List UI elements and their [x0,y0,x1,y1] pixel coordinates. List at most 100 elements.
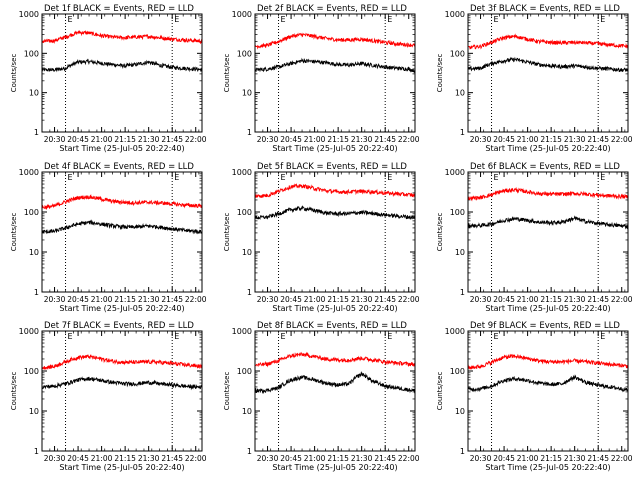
x-tick-label: 21:15 [114,295,136,304]
x-tick-label: 21:30 [138,135,160,144]
x-tick-label: 21:00 [517,135,539,144]
panel-title: Det 1f BLACK = Events, RED = LLD [44,4,194,14]
x-tick-label: 20:30 [257,135,279,144]
y-tick-label: 10 [455,89,465,98]
panel-det-3: Det 3f BLACK = Events, RED = LLD Counts/s… [436,4,633,153]
y-axis-label: Counts/sec [10,372,18,411]
x-tick-label: 21:15 [327,454,349,463]
plot-frame [254,330,416,452]
panel-title: Det 2f BLACK = Events, RED = LLD [257,4,407,14]
x-tick-label: 21:45 [161,135,183,144]
x-tick-label: 22:00 [398,295,420,304]
event-marker-label: E [174,332,179,341]
plot-frame [41,13,203,133]
x-tick-label: 22:00 [185,454,207,463]
series-line-lld [41,354,203,370]
series-line-events [467,56,629,73]
x-tick-label: 20:30 [470,135,492,144]
x-axis-label: Start Time (25-Jul-05 20:22:40) [272,304,397,313]
event-marker-label: E [600,332,605,341]
x-tick-label: 22:00 [185,135,207,144]
x-axis-label: Start Time (25-Jul-05 20:22:40) [272,463,397,472]
y-tick-label: 100 [450,208,465,217]
y-tick-label: 1 [460,128,465,137]
x-tick-label: 20:30 [470,454,492,463]
x-tick-label: 21:30 [351,135,373,144]
y-tick-label: 100 [450,367,465,376]
y-axis-label: Counts/sec [436,54,444,93]
y-tick-label: 1000 [445,327,465,336]
x-axis-label: Start Time (25-Jul-05 20:22:40) [59,304,184,313]
y-tick-label: 1 [34,128,39,137]
x-tick-label: 20:30 [470,295,492,304]
x-axis-label: Start Time (25-Jul-05 20:22:40) [272,144,397,153]
event-marker-label: E [494,173,499,182]
y-tick-label: 100 [237,49,252,58]
y-axis-label: Counts/sec [10,54,18,93]
y-tick-label: 1000 [232,168,252,177]
series-line-lld [254,351,416,368]
y-tick-label: 10 [242,89,252,98]
event-marker-label: E [174,15,179,24]
panel-title: Det 7f BLACK = Events, RED = LLD [44,321,194,331]
x-tick-label: 21:00 [304,454,326,463]
y-tick-label: 100 [24,367,39,376]
panel-title: Det 3f BLACK = Events, RED = LLD [470,4,620,14]
series-line-events [41,58,203,73]
y-tick-label: 10 [242,248,252,257]
series-line-lld [467,353,629,370]
x-tick-label: 20:45 [493,135,515,144]
event-marker-label: E [387,332,392,341]
x-tick-label: 20:30 [44,454,66,463]
event-marker-label: E [281,332,286,341]
x-axis-label: Start Time (25-Jul-05 20:22:40) [59,144,184,153]
x-tick-label: 20:45 [67,454,89,463]
x-axis-label: Start Time (25-Jul-05 20:22:40) [485,304,610,313]
x-tick-label: 21:45 [587,454,609,463]
x-tick-label: 21:45 [161,295,183,304]
x-tick-label: 20:45 [280,295,302,304]
panel-det-4: Det 4f BLACK = Events, RED = LLD Counts/s… [10,162,207,313]
y-tick-label: 10 [455,248,465,257]
y-tick-label: 1000 [19,327,39,336]
series-line-lld [254,183,416,199]
series-line-events [41,219,203,235]
panel-det-6: Det 6f BLACK = Events, RED = LLD Counts/s… [436,162,633,313]
y-tick-label: 10 [29,89,39,98]
x-tick-label: 22:00 [611,295,633,304]
panel-title: Det 4f BLACK = Events, RED = LLD [44,162,194,172]
event-marker-label: E [600,173,605,182]
x-tick-label: 21:00 [91,454,113,463]
x-tick-label: 21:45 [374,454,396,463]
x-tick-label: 21:30 [138,454,160,463]
x-tick-label: 20:30 [44,135,66,144]
plot-frame [254,13,416,133]
series-line-events [254,371,416,395]
event-marker-label: E [68,173,73,182]
x-tick-label: 21:45 [587,295,609,304]
plot-frame [467,13,629,133]
x-tick-label: 22:00 [611,454,633,463]
x-tick-label: 21:00 [91,295,113,304]
series-line-events [254,57,416,74]
x-tick-label: 21:15 [327,295,349,304]
y-tick-label: 10 [455,407,465,416]
y-tick-label: 10 [29,407,39,416]
series-line-lld [41,30,203,45]
y-tick-label: 1000 [232,10,252,19]
x-tick-label: 21:00 [304,295,326,304]
event-marker-label: E [494,15,499,24]
event-marker-label: E [281,173,286,182]
x-tick-label: 22:00 [398,135,420,144]
x-tick-label: 20:30 [257,295,279,304]
x-tick-label: 21:00 [304,135,326,144]
y-tick-label: 10 [242,407,252,416]
y-axis-label: Counts/sec [436,213,444,252]
panel-det-2: Det 2f BLACK = Events, RED = LLD Counts/s… [223,4,420,153]
x-tick-label: 21:30 [351,295,373,304]
plot-frame [467,330,629,452]
event-marker-label: E [281,15,286,24]
x-tick-label: 20:45 [280,135,302,144]
x-tick-label: 21:15 [540,135,562,144]
x-tick-label: 20:30 [44,295,66,304]
